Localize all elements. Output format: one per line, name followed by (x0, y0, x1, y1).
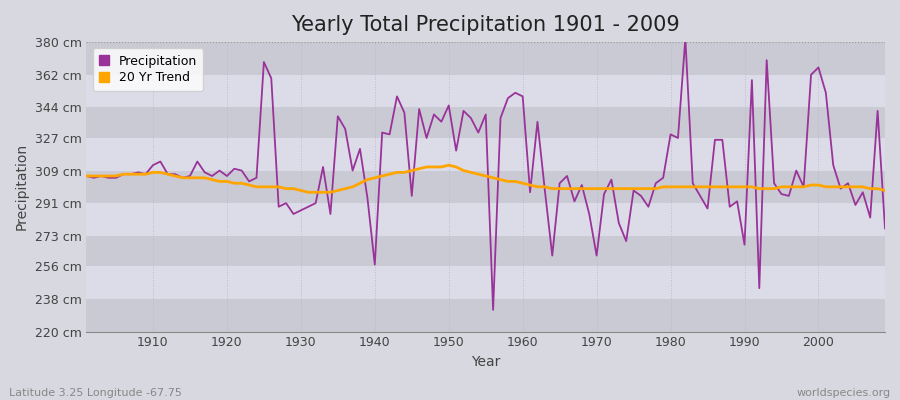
Bar (86, 266, 885, 299)
X-axis label: Year: Year (471, 355, 500, 369)
Bar (86, 236, 885, 266)
Bar (86, 138, 885, 170)
Bar (86, 170, 885, 203)
Text: Latitude 3.25 Longitude -67.75: Latitude 3.25 Longitude -67.75 (9, 388, 182, 398)
Text: worldspecies.org: worldspecies.org (796, 388, 891, 398)
Bar (86, 107, 885, 138)
Bar (86, 203, 885, 236)
Bar (86, 42, 885, 75)
Bar (86, 75, 885, 107)
Legend: Precipitation, 20 Yr Trend: Precipitation, 20 Yr Trend (93, 48, 203, 91)
Y-axis label: Precipitation: Precipitation (15, 143, 29, 230)
Bar (86, 299, 885, 332)
Title: Yearly Total Precipitation 1901 - 2009: Yearly Total Precipitation 1901 - 2009 (292, 15, 680, 35)
